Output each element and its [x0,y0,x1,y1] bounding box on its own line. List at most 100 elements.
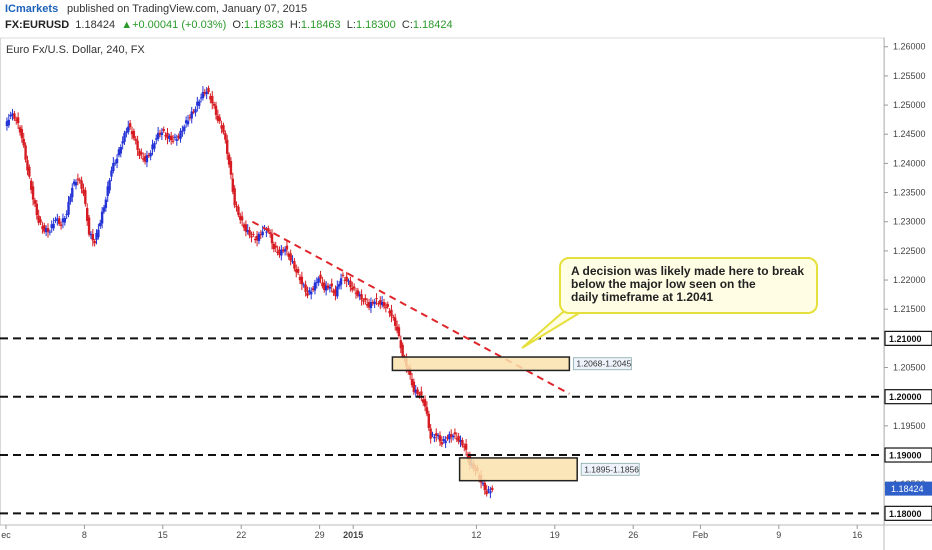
candle-body [431,434,434,436]
candle-body [18,127,22,133]
candle-body [435,433,438,436]
candle-body [203,92,206,94]
y-tick-label: 1.23500 [893,188,926,198]
candle-body [457,436,460,442]
candle-body [388,310,391,314]
y-tick-label: 1.25000 [893,100,926,110]
candle-body [16,117,20,124]
price-change: +0.00041 (+0.03%) [132,19,227,31]
x-tick-label: Feb [693,530,709,540]
candle-body [142,158,145,160]
candle-body [259,233,262,235]
level-price-tag [884,447,932,463]
candle-body [136,140,139,150]
candle-body [390,309,393,317]
candle-body [442,439,445,442]
level-price-label: 1.21000 [889,334,922,344]
x-tick-label: 15 [158,530,168,540]
candle-body [237,206,240,216]
candle-body [235,205,238,207]
candle-body [61,218,65,223]
publisher-name[interactable]: ICmarkets [5,3,59,15]
candle-body [188,117,192,119]
candle-body [26,160,29,171]
candle-body [438,435,442,442]
annotation-callout[interactable]: A decision was likely made here to break… [559,257,818,314]
candle-body [274,245,277,248]
last-price-tag [885,481,932,496]
candle-body [164,135,167,137]
candle-body [48,231,52,233]
candle-body [352,286,356,289]
x-tick-label: 12 [471,530,481,540]
candle-body [65,214,68,216]
candle-body [459,440,462,443]
publish-info: published on TradingView.com, January 07… [67,3,308,15]
candle-body [270,233,274,244]
candle-body [326,285,330,289]
candle-body [196,101,199,106]
zone-box[interactable] [391,356,571,372]
candle-body [30,180,33,190]
quote-line: FX:EURUSD 1.18424 ▲+0.00041 (+0.03%) O:1… [5,19,453,31]
y-tick-label: 1.26000 [893,42,926,52]
candle-body [401,344,404,358]
candle-body [330,283,333,287]
candle-body [67,201,70,215]
candle-body [145,155,149,163]
candle-body [369,302,373,309]
candle-body [349,280,352,288]
open-label: O: [232,19,245,31]
candle-body [347,280,350,282]
candle-body [489,491,492,494]
candle-body [339,278,343,285]
y-tick-label: 1.22500 [893,246,926,256]
annotation-line-1: A decision was likely made here to break [571,264,804,278]
candle-body [382,302,386,307]
candle-body [220,125,223,129]
candle-body [367,302,371,308]
low-label: L: [346,19,356,31]
y-tick-label: 1.23000 [893,217,926,227]
candle-body [15,119,18,121]
candle-body [93,240,96,244]
candle-body [321,282,324,287]
candle-body [170,135,173,141]
candle-body [293,261,296,269]
candle-body [31,186,35,200]
candle-body [250,236,253,238]
candle-body [425,407,429,414]
candle-body [121,141,124,144]
candle-body [343,279,346,281]
candle-body [282,249,285,252]
x-tick-label: 26 [628,530,638,540]
candle-body [28,166,31,177]
candle-body [358,294,361,297]
candle-body [11,113,14,116]
candle-body [451,435,455,438]
x-tick-label: 22 [236,530,246,540]
candle-body [461,440,464,446]
candle-body [351,287,354,290]
y-tick-label: 1.22000 [893,275,926,285]
zone-box[interactable] [458,457,578,482]
candle-body [395,326,399,331]
x-tick-label: 16 [852,530,862,540]
candle-body [211,95,214,104]
candle-body [52,223,55,229]
candle-body [362,300,365,302]
candle-body [364,298,367,301]
candle-body [334,289,337,296]
candle-body [356,290,360,296]
candle-body [87,217,91,235]
level-price-tag [884,330,932,346]
candle-body [444,440,447,444]
candle-body [190,111,193,119]
candle-body [466,453,470,460]
candle-body [86,207,89,221]
candle-body [183,126,186,132]
candle-body [280,249,283,256]
candle-body [311,288,315,290]
candle-body [162,128,165,131]
